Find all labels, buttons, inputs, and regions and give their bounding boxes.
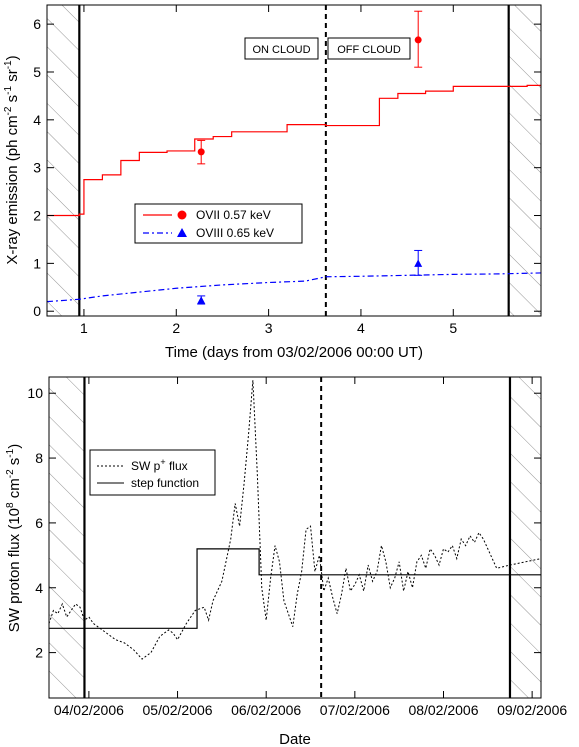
- legend-label-step: step function: [131, 476, 199, 490]
- x-tick-label: 3: [265, 320, 273, 336]
- y-tick-label: 4: [35, 580, 43, 596]
- hatched-region: [49, 377, 85, 698]
- x-tick-label: 09/02/2006: [497, 702, 567, 718]
- x-tick-label: 07/02/2006: [320, 702, 390, 718]
- series-line-oviii-0-65-kev: [47, 272, 541, 303]
- y-tick-label: 10: [27, 385, 43, 401]
- on-cloud-label: ON CLOUD: [252, 44, 310, 56]
- y-tick-label: 1: [33, 255, 41, 271]
- y-axis-label: SW proton flux (108 cm-2 s-1): [5, 444, 23, 632]
- series-line-step-function: [49, 548, 541, 629]
- data-point-oviii: [414, 259, 423, 267]
- y-tick-label: 5: [33, 64, 41, 80]
- data-point-ovii: [197, 148, 205, 156]
- legend-label-oviii: OVIII 0.65 keV: [196, 226, 274, 240]
- off-cloud-label-box: OFF CLOUD: [327, 37, 411, 60]
- x-axis-label: Date: [279, 731, 311, 747]
- legend: OVII 0.57 keV OVIII 0.65 keV: [134, 203, 303, 244]
- proton-flux-panel: 2 4 6 8 10 04/02/2006 05/02/2006 06/02/2006 07/0…: [5, 376, 567, 747]
- x-tick-label: 06/02/2006: [231, 702, 301, 718]
- y-tick-label: 2: [33, 208, 41, 224]
- data-point-ovii: [414, 36, 422, 44]
- y-tick-label: 0: [33, 303, 41, 319]
- legend-marker-ovii: [177, 210, 187, 220]
- y-tick-label: 6: [35, 515, 43, 531]
- plot-frame: [48, 376, 542, 699]
- legend: SW p+ flux step function: [89, 449, 216, 496]
- y-axis-label: X-ray emission (ph cm-2 s-1 sr-1): [3, 55, 21, 264]
- on-cloud-label-box: ON CLOUD: [244, 37, 319, 60]
- legend-label-ovii: OVII 0.57 keV: [196, 208, 271, 222]
- x-tick-label: 2: [172, 320, 180, 336]
- x-tick-label: 5: [449, 320, 457, 336]
- x-tick-label: 05/02/2006: [143, 702, 213, 718]
- y-tick-label: 8: [35, 450, 43, 466]
- x-tick-label: 1: [80, 320, 88, 336]
- plot-frame: [46, 4, 542, 317]
- data-point-oviii: [197, 296, 206, 304]
- series-line-sw-p-flux: [49, 380, 541, 660]
- y-tick-label: 3: [33, 160, 41, 176]
- off-cloud-label: OFF CLOUD: [337, 44, 401, 56]
- x-tick-label: 04/02/2006: [54, 702, 124, 718]
- x-tick-label: 4: [357, 320, 365, 336]
- y-tick-label: 2: [35, 645, 43, 661]
- y-tick-label: 4: [33, 112, 41, 128]
- hatched-region: [47, 5, 80, 316]
- xray-emission-panel: 0 1 2 3 4 5 6 1 2 3 4 5 ON CLOUD OFF CLOUD OVII 0.5…: [3, 4, 542, 361]
- legend-marker-oviii: [177, 228, 187, 237]
- hatched-region: [509, 377, 541, 698]
- x-axis-label: Time (days from 03/02/2006 00:00 UT): [165, 344, 423, 361]
- legend-label-flux: SW p+ flux: [131, 457, 188, 473]
- x-tick-label: 08/02/2006: [408, 702, 478, 718]
- y-tick-label: 6: [33, 16, 41, 32]
- series-line-ovii-0-57-kev: [47, 84, 541, 217]
- hatched-region: [508, 5, 541, 316]
